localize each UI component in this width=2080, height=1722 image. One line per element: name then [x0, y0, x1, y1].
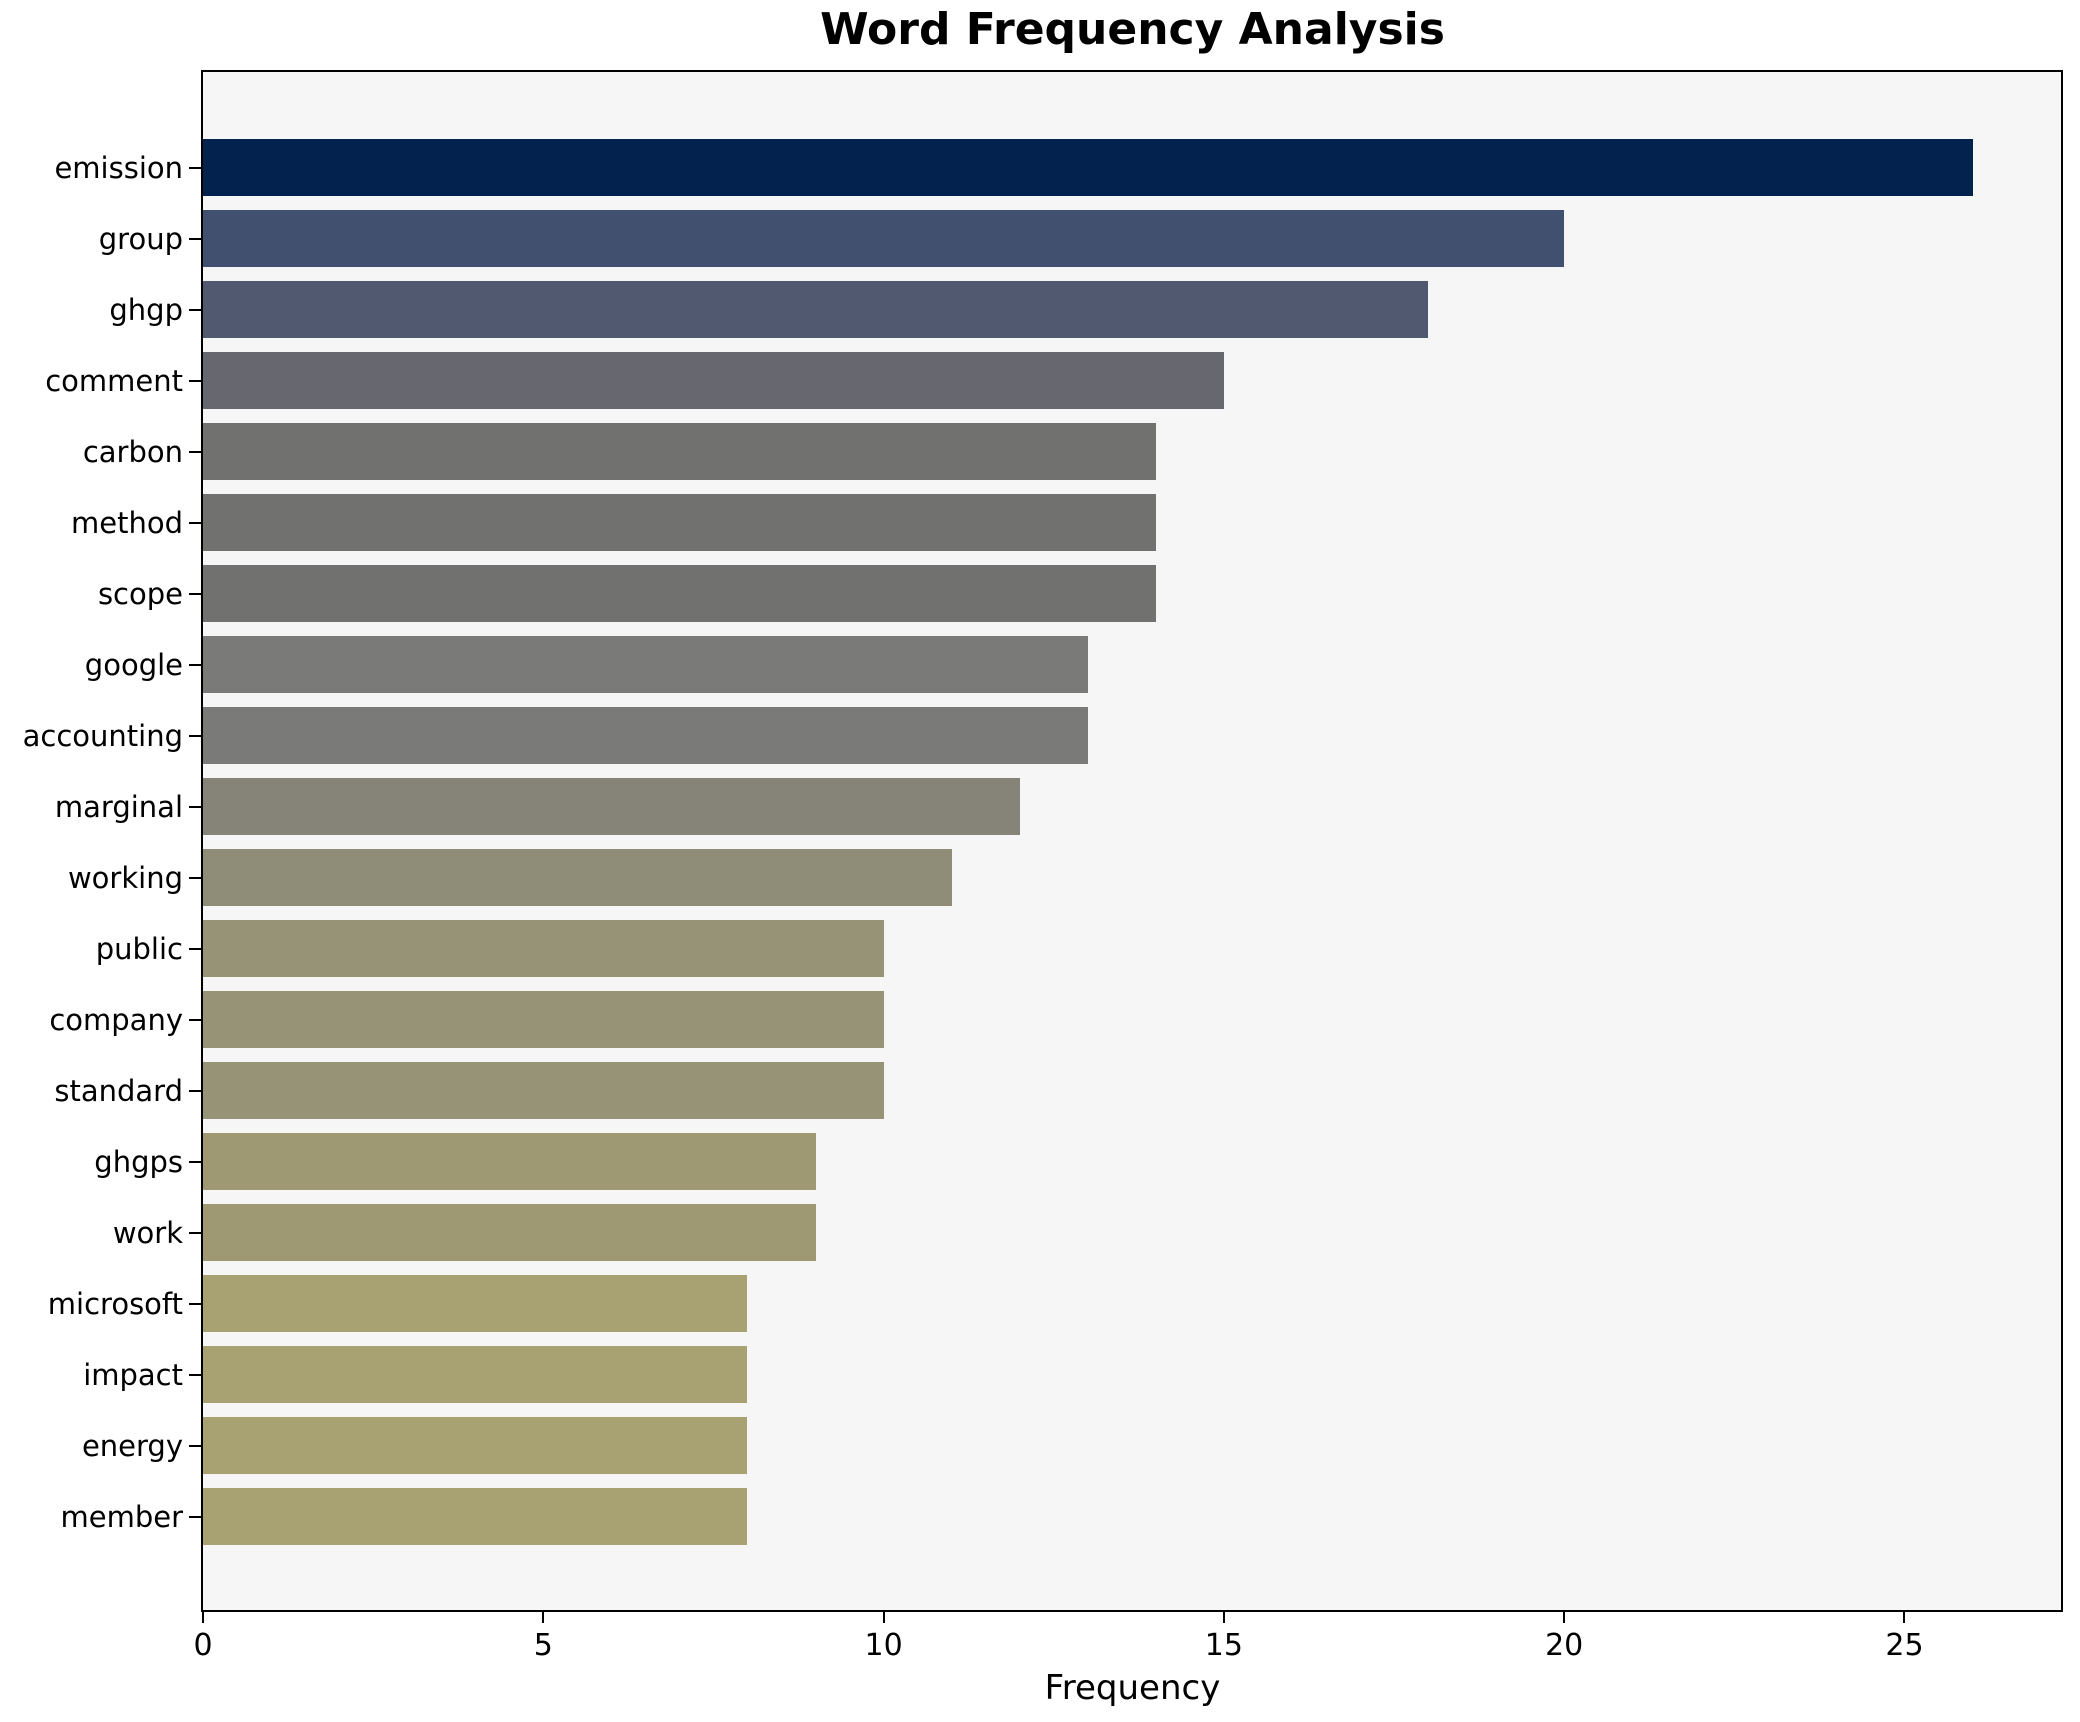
bar-ghgp: [203, 281, 1428, 338]
bar-group: [203, 210, 1564, 267]
y-tick-label-emission: emission: [54, 150, 183, 185]
y-tick-label-impact: impact: [83, 1357, 183, 1392]
x-tick-mark: [882, 1612, 885, 1623]
bar-comment: [203, 352, 1224, 409]
y-tick-mark: [189, 166, 201, 169]
y-tick-label-google: google: [84, 647, 183, 682]
bar-accounting: [203, 707, 1088, 764]
y-tick-mark: [189, 237, 201, 240]
y-tick-mark: [189, 1018, 201, 1021]
y-tick-label-public: public: [95, 931, 183, 966]
bar-energy: [203, 1417, 747, 1474]
y-tick-label-member: member: [60, 1499, 183, 1534]
y-tick-label-marginal: marginal: [54, 789, 183, 824]
chart-title: Word Frequency Analysis: [820, 4, 1445, 55]
x-tick-mark: [1903, 1612, 1906, 1623]
y-tick-mark: [189, 947, 201, 950]
y-tick-label-working: working: [67, 860, 183, 895]
y-tick-mark: [189, 1231, 201, 1234]
bar-emission: [203, 139, 1973, 196]
y-tick-label-ghgp: ghgp: [109, 292, 183, 327]
x-tick-label-10: 10: [864, 1628, 903, 1663]
bar-work: [203, 1204, 816, 1261]
x-tick-mark: [542, 1612, 545, 1623]
bar-public: [203, 920, 884, 977]
y-tick-mark: [189, 1302, 201, 1305]
bar-microsoft: [203, 1275, 747, 1332]
y-tick-label-method: method: [71, 505, 183, 540]
y-tick-label-scope: scope: [97, 576, 183, 611]
bar-marginal: [203, 778, 1020, 835]
y-tick-label-carbon: carbon: [82, 434, 183, 469]
y-tick-mark: [189, 379, 201, 382]
y-tick-mark: [189, 1515, 201, 1518]
y-tick-mark: [189, 1160, 201, 1163]
x-tick-label-0: 0: [193, 1628, 213, 1663]
y-tick-mark: [189, 450, 201, 453]
y-tick-mark: [189, 1373, 201, 1376]
bar-impact: [203, 1346, 747, 1403]
y-tick-label-group: group: [98, 221, 183, 256]
plot-area: [201, 70, 2063, 1612]
y-tick-label-standard: standard: [54, 1073, 183, 1108]
y-tick-label-ghgps: ghgps: [94, 1144, 183, 1179]
y-tick-mark: [189, 592, 201, 595]
y-tick-mark: [189, 1089, 201, 1092]
x-tick-mark: [1563, 1612, 1566, 1623]
y-tick-label-microsoft: microsoft: [47, 1286, 183, 1321]
x-tick-label-5: 5: [533, 1628, 553, 1663]
y-tick-mark: [189, 876, 201, 879]
y-tick-mark: [189, 308, 201, 311]
x-axis-title: Frequency: [1044, 1668, 1221, 1708]
y-tick-label-energy: energy: [81, 1428, 183, 1463]
y-tick-mark: [189, 521, 201, 524]
bar-scope: [203, 565, 1156, 622]
y-tick-label-company: company: [49, 1002, 183, 1037]
x-tick-mark: [1222, 1612, 1225, 1623]
bar-working: [203, 849, 952, 906]
bar-company: [203, 991, 884, 1048]
y-tick-label-comment: comment: [45, 363, 183, 398]
y-tick-mark: [189, 805, 201, 808]
y-tick-mark: [189, 663, 201, 666]
x-tick-mark: [202, 1612, 204, 1623]
y-tick-mark: [189, 1444, 201, 1447]
bar-standard: [203, 1062, 884, 1119]
y-tick-mark: [189, 734, 201, 737]
bar-carbon: [203, 423, 1156, 480]
x-tick-label-25: 25: [1885, 1628, 1924, 1663]
bar-google: [203, 636, 1088, 693]
x-tick-label-15: 15: [1204, 1628, 1243, 1663]
x-tick-label-20: 20: [1545, 1628, 1584, 1663]
y-tick-label-work: work: [112, 1215, 183, 1250]
bar-member: [203, 1488, 747, 1545]
bar-method: [203, 494, 1156, 551]
y-tick-label-accounting: accounting: [22, 718, 183, 753]
bar-ghgps: [203, 1133, 816, 1190]
